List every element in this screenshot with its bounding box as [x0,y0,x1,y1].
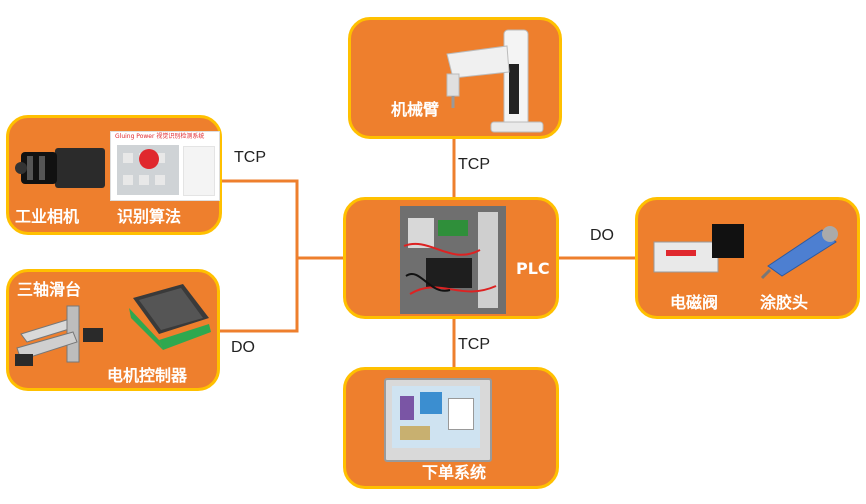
edge-label-vision-plc: TCP [234,149,266,166]
solenoid-valve-label: 电磁阀 [670,293,719,312]
detected-object [139,149,159,169]
plc-label: PLC [516,259,550,278]
recognition-software-screen: Gluing Power 视觉识别检测系统 [110,131,220,201]
three-axis-slide-label: 三轴滑台 [17,280,82,299]
robot-arm-icon [446,29,544,133]
edge-label-slide-plc: DO [231,339,255,356]
connector-vision-plc [220,179,345,260]
edge-label-arm-plc: TCP [458,156,490,173]
screen-side-panel [183,146,215,196]
vision-node: Gluing Power 视觉识别检测系统 工业相机 识别算法 [6,115,222,235]
industrial-camera-icon [15,148,105,188]
screen-title: Gluing Power 视觉识别检测系统 [115,133,205,140]
plc-photo [400,206,506,314]
order-system-node: 下单系统 [343,367,559,489]
three-axis-slide-icon [15,305,103,366]
motor-controller-label: 电机控制器 [107,366,188,385]
screen-title-bar: Gluing Power 视觉识别检测系统 [111,132,219,142]
slide-node: 三轴滑台 电机控制器 [6,269,220,391]
edge-label-plc-order: TCP [458,336,490,353]
valve-node: 电磁阀 涂胶头 [635,197,860,319]
industrial-camera-label: 工业相机 [15,207,80,226]
plc-node: PLC [343,197,559,319]
order-system-label: 下单系统 [422,463,487,482]
glue-head-label: 涂胶头 [760,293,809,312]
glue-head-icon [760,226,838,280]
camera-feed [117,145,179,195]
touch-panel-icon [384,378,492,462]
connector-slide-plc [218,258,299,333]
robot-arm-label: 机械臂 [391,100,440,119]
motor-controller-icon [129,284,211,350]
recognition-algorithm-label: 识别算法 [117,207,182,226]
solenoid-valve-icon [653,224,744,273]
edge-label-plc-valve: DO [590,227,614,244]
robot-arm-node: 机械臂 [348,17,562,139]
